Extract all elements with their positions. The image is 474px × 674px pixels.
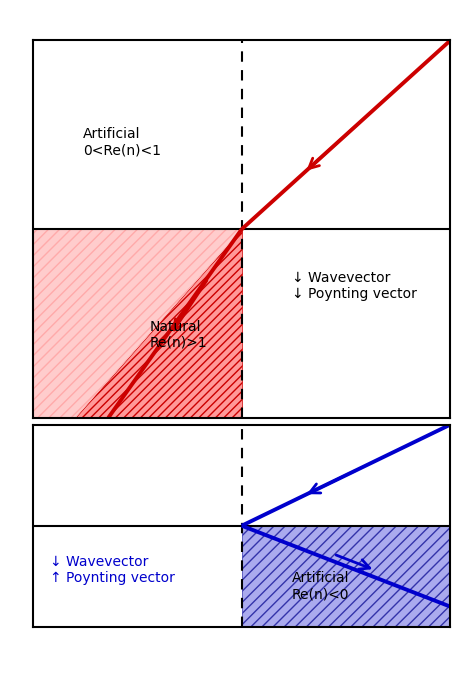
Text: ↓ Wavevector
↓ Poynting vector: ↓ Wavevector ↓ Poynting vector [292, 271, 417, 301]
Polygon shape [242, 526, 450, 627]
Text: Natural
Re(n)>1: Natural Re(n)>1 [150, 319, 208, 350]
Polygon shape [75, 229, 242, 418]
Polygon shape [33, 229, 242, 418]
Text: Artificial
Re(n)<0: Artificial Re(n)<0 [292, 572, 349, 601]
Text: ↓ Wavevector
↑ Poynting vector: ↓ Wavevector ↑ Poynting vector [50, 555, 175, 585]
Text: Artificial
0<Re(n)<1: Artificial 0<Re(n)<1 [83, 127, 161, 158]
